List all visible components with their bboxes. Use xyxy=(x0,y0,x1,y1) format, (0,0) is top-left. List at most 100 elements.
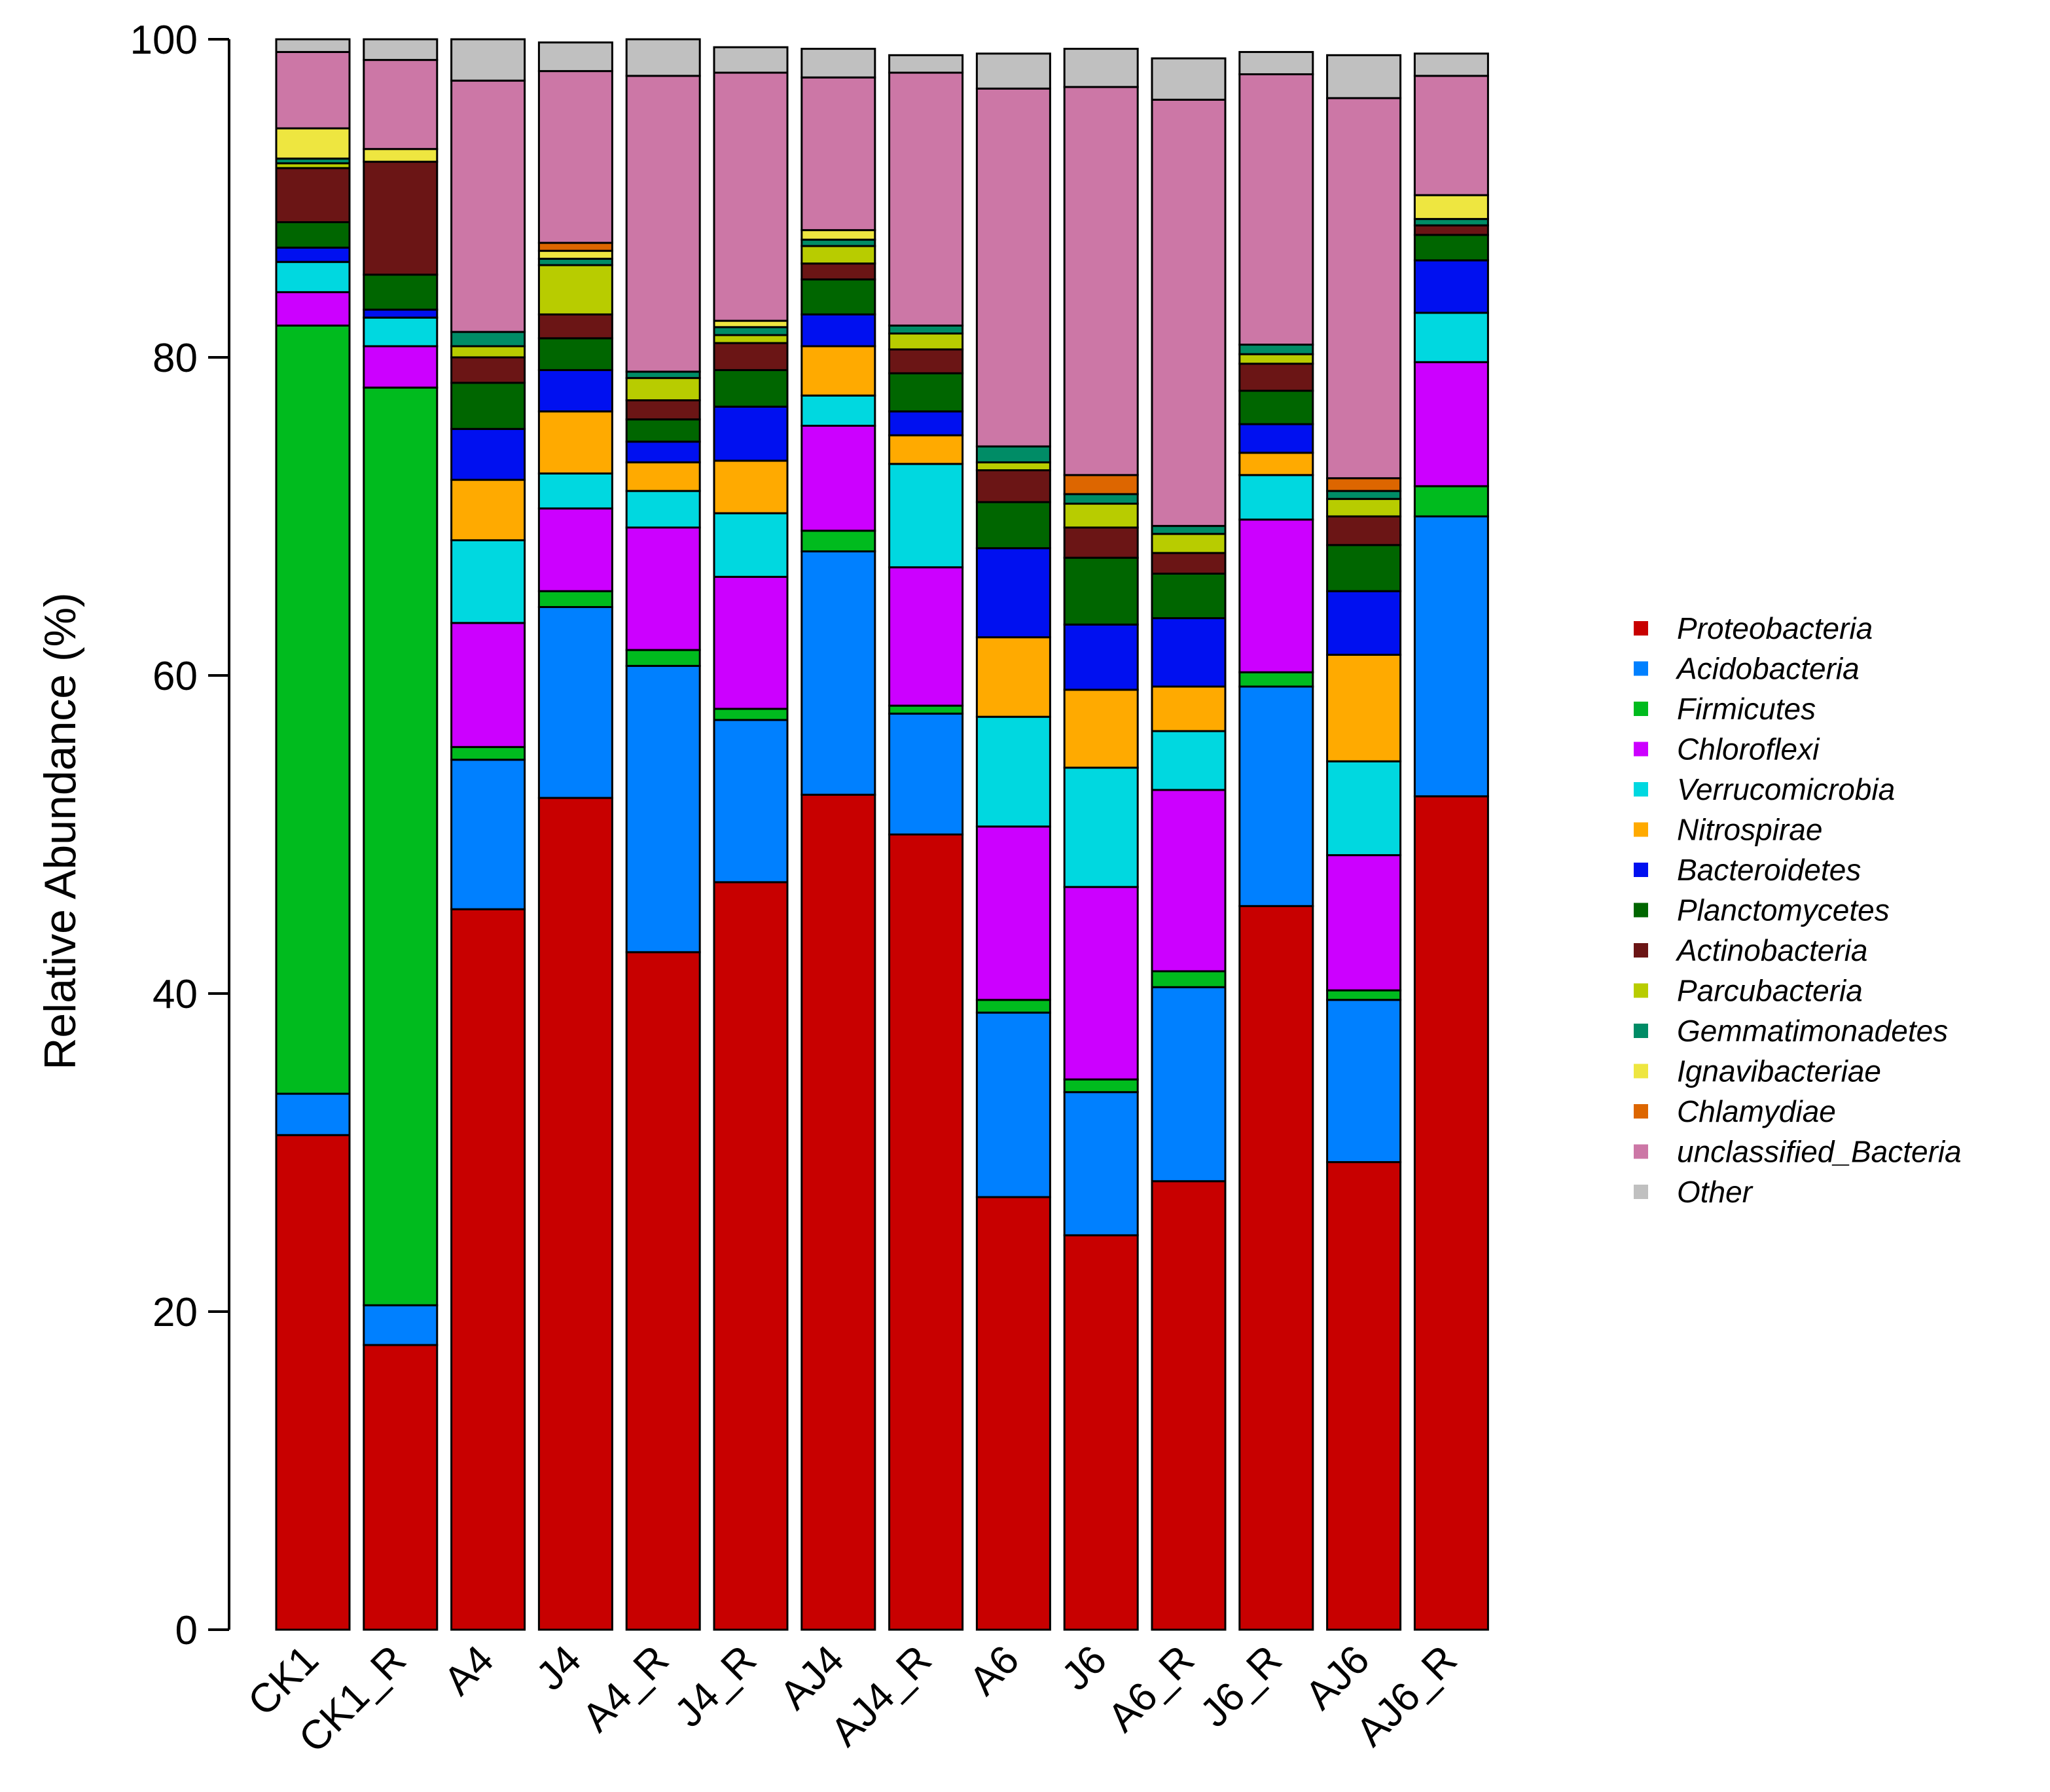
bar-segment xyxy=(1326,590,1402,656)
bar-segment xyxy=(1063,556,1139,626)
x-tick-label: AJ6_R xyxy=(1348,1637,1466,1755)
bar-segment xyxy=(275,324,351,1095)
bar-AJ4 xyxy=(800,48,876,1631)
legend-item: unclassified_Bacteria xyxy=(1634,1135,1962,1169)
legend-label: Planctomycetes xyxy=(1677,893,1890,927)
bar-segment xyxy=(975,501,1051,550)
bar-segment xyxy=(625,377,701,402)
legend-item: Bacteroidetes xyxy=(1634,853,1861,887)
legend-label: Acidobacteria xyxy=(1675,652,1860,686)
bar-CK1 xyxy=(275,38,351,1631)
bar-segment xyxy=(450,908,526,1631)
y-tick-label: 40 xyxy=(153,972,198,1017)
bar-segment xyxy=(625,951,701,1631)
bar-segment xyxy=(713,342,789,371)
bar-segment xyxy=(1413,485,1489,518)
legend-label: Firmicutes xyxy=(1677,692,1816,726)
bar-segment xyxy=(1151,552,1227,575)
legend-swatch xyxy=(1634,1064,1648,1079)
legend-label: Verrucomicrobia xyxy=(1677,772,1895,806)
legend-label: Ignavibacteriae xyxy=(1677,1054,1881,1088)
bar-A6_R xyxy=(1151,57,1227,1631)
bar-segment xyxy=(1238,73,1314,346)
bar-segment xyxy=(363,1344,439,1631)
y-axis-title: Relative Abundance (%) xyxy=(35,592,85,1070)
bar-segment xyxy=(975,1196,1051,1631)
bar-segment xyxy=(1238,474,1314,521)
bar-segment xyxy=(1413,312,1489,363)
bar-segment xyxy=(1063,1234,1139,1631)
bar-segment xyxy=(1326,477,1402,492)
bar-segment xyxy=(1326,54,1402,99)
bar-segment xyxy=(625,649,701,667)
y-tick-label: 60 xyxy=(153,654,198,699)
bar-segment xyxy=(888,348,964,374)
bar-segment xyxy=(1326,1161,1402,1631)
bar-segment xyxy=(275,1092,351,1136)
bar-segment xyxy=(713,881,789,1631)
bar-segment xyxy=(1063,1078,1139,1094)
bar-segment xyxy=(450,356,526,384)
bar-segment xyxy=(1326,653,1402,762)
bar-segment xyxy=(625,418,701,443)
legend-label: unclassified_Bacteria xyxy=(1677,1135,1962,1169)
bar-segment xyxy=(275,221,351,249)
bar-segment xyxy=(537,590,613,609)
bar-CK1_R xyxy=(363,38,439,1631)
bar-segment xyxy=(888,566,964,707)
legend-swatch xyxy=(1634,742,1648,757)
bar-segment xyxy=(975,461,1051,472)
legend-label: Actinobacteria xyxy=(1675,933,1868,967)
bar-segment xyxy=(537,797,613,1631)
bar-segment xyxy=(1063,48,1139,88)
bar-segment xyxy=(363,274,439,311)
bar-segment xyxy=(713,405,789,462)
bar-segment xyxy=(625,399,701,421)
bar-segment xyxy=(800,345,876,397)
x-tick-label: A4 xyxy=(435,1637,502,1704)
bar-segment xyxy=(800,278,876,315)
bar-segment xyxy=(537,472,613,510)
bar-segment xyxy=(1413,515,1489,798)
bar-segment xyxy=(450,478,526,541)
legend-item: Gemmatimonadetes xyxy=(1634,1014,1948,1048)
bar-segment xyxy=(975,547,1051,639)
bar-segment xyxy=(625,440,701,463)
bar-segment xyxy=(713,71,789,322)
bar-segment xyxy=(363,38,439,62)
bar-segment xyxy=(537,41,613,73)
bar-segment xyxy=(275,50,351,130)
bar-segment xyxy=(1063,503,1139,529)
bar-segment xyxy=(450,427,526,481)
bar-segment xyxy=(800,76,876,232)
legend-item: Planctomycetes xyxy=(1634,893,1890,927)
bar-segment xyxy=(450,345,526,359)
legend-swatch xyxy=(1634,621,1648,636)
legend-swatch xyxy=(1634,702,1648,716)
bar-J4_R xyxy=(713,46,789,1631)
bar-segment xyxy=(537,242,613,252)
legend-swatch xyxy=(1634,1024,1648,1038)
bar-segment xyxy=(275,1134,351,1631)
bar-segment xyxy=(1151,572,1227,620)
bar-segment xyxy=(1326,497,1402,518)
bar-segment xyxy=(800,394,876,427)
bar-segment xyxy=(625,75,701,373)
bar-segment xyxy=(713,368,789,408)
bar-segment xyxy=(1413,259,1489,314)
bar-segment xyxy=(1238,344,1314,355)
bar-segment xyxy=(800,229,876,241)
bar-segment xyxy=(1151,970,1227,988)
bar-segment xyxy=(450,331,526,348)
bar-segment xyxy=(1151,730,1227,791)
bar-segment xyxy=(888,833,964,1631)
bar-segment xyxy=(713,719,789,884)
bar-segment xyxy=(1063,689,1139,769)
bar-J4 xyxy=(537,41,613,1631)
bar-segment xyxy=(1413,194,1489,221)
legend-swatch xyxy=(1634,782,1648,797)
legend-swatch xyxy=(1634,863,1648,877)
bar-A6 xyxy=(975,52,1051,1631)
bar-segment xyxy=(450,622,526,748)
legend: Proteobacteria Acidobacteria Firmicutes Chl… xyxy=(1634,611,1962,1209)
